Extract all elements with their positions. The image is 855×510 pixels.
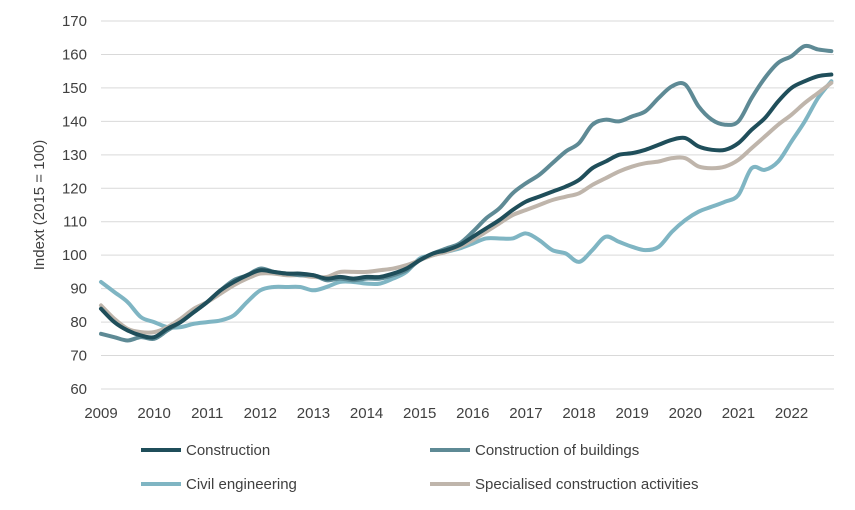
- y-tick-label: 140: [62, 113, 87, 130]
- x-tick-label: 2022: [775, 405, 808, 422]
- x-axis-ticks: 2009 2010 2011 2012 2013 2014 2015 2016 2017 2018…: [84, 405, 808, 422]
- x-tick-label: 2021: [722, 405, 755, 422]
- legend-label: Construction of buildings: [475, 442, 639, 459]
- y-tick-label: 60: [70, 381, 87, 398]
- legend-label: Civil engineering: [186, 476, 297, 493]
- x-tick-label: 2020: [669, 405, 702, 422]
- y-tick-label: 160: [62, 46, 87, 63]
- x-tick-label: 2010: [137, 405, 170, 422]
- x-tick-label: 2016: [456, 405, 489, 422]
- legend-item: Construction of buildings: [430, 442, 639, 459]
- y-axis-label: Indext (2015 = 100): [31, 140, 48, 271]
- y-tick-label: 100: [62, 247, 87, 264]
- legend-item: Civil engineering: [141, 476, 297, 493]
- legend-label: Construction: [186, 442, 270, 459]
- x-tick-label: 2019: [615, 405, 648, 422]
- legend-item: Specialised construction activities: [430, 476, 698, 493]
- x-tick-label: 2012: [244, 405, 277, 422]
- y-tick-label: 70: [70, 348, 87, 365]
- y-tick-label: 170: [62, 13, 87, 30]
- x-tick-label: 2015: [403, 405, 436, 422]
- x-tick-label: 2009: [84, 405, 117, 422]
- series-lines: [99, 43, 834, 343]
- series-line-construction: [99, 72, 834, 340]
- x-tick-label: 2014: [350, 405, 383, 422]
- y-tick-label: 80: [70, 314, 87, 331]
- series-line-specialised-construction-activities: [99, 80, 834, 335]
- y-tick-label: 110: [63, 214, 87, 231]
- y-tick-label: 130: [62, 147, 87, 164]
- x-tick-label: 2013: [297, 405, 330, 422]
- y-tick-label: 120: [62, 180, 87, 197]
- x-tick-label: 2011: [191, 405, 223, 422]
- gridlines: [101, 20, 834, 390]
- series-line-civil-engineering: [99, 79, 834, 330]
- legend-label: Specialised construction activities: [475, 476, 698, 493]
- y-axis-ticks: 60 70 80 90 100 110 120 130 140 150 160 170: [62, 13, 87, 398]
- y-tick-label: 150: [62, 80, 87, 97]
- x-tick-label: 2018: [562, 405, 595, 422]
- x-tick-label: 2017: [509, 405, 542, 422]
- y-tick-label: 90: [70, 281, 87, 298]
- legend-item: Construction: [141, 442, 270, 459]
- series-line-construction-of-buildings: [99, 43, 834, 343]
- legend: Construction Construction of buildings Civ…: [141, 442, 698, 493]
